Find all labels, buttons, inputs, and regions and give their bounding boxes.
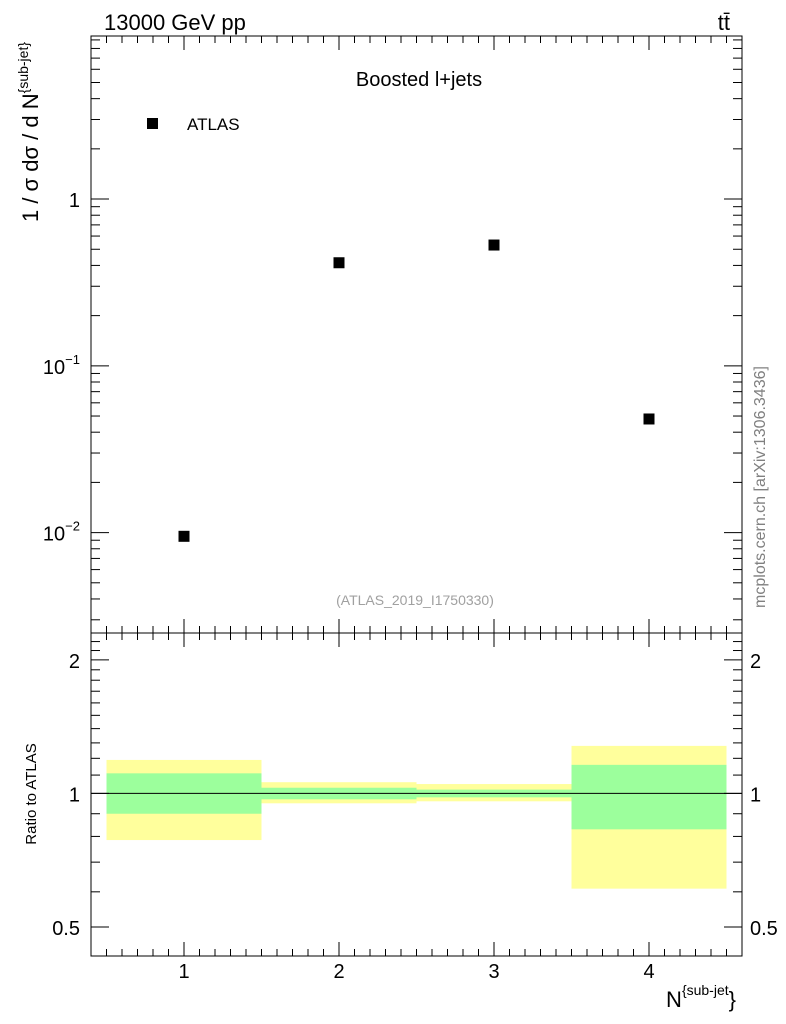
- y-tick-label-right: 2: [750, 651, 761, 673]
- ratio-bands: [106, 745, 727, 889]
- data-point: [643, 413, 655, 425]
- data-point: [178, 530, 190, 542]
- y-tick-label: 1: [69, 190, 80, 212]
- data-point: [488, 239, 500, 251]
- data-point: [333, 257, 345, 269]
- ratio-panel: 1 2 3 4 0.5 0.5 1 1 2 2 Ratio to ATLAS N{sub-jet…: [23, 632, 778, 1012]
- ratio-x-ticks: 1 2 3 4: [106, 633, 727, 983]
- analysis-id: (ATLAS_2019_I1750330): [336, 592, 494, 608]
- ratio-y-ticks: 0.5 0.5 1 1 2 2: [52, 641, 778, 940]
- main-panel: 10−2 10−1 1 Boosted l+jets ATLAS (ATLAS_20…: [15, 35, 743, 634]
- ratio-y-label: Ratio to ATLAS: [23, 743, 40, 844]
- energy-label: 13000 GeV pp: [104, 10, 246, 35]
- y-tick-label-right: 0.5: [750, 918, 778, 940]
- y-tick-label-right: 1: [750, 784, 761, 806]
- y-tick-label: 2: [69, 651, 80, 673]
- plot-title: Boosted l+jets: [356, 69, 482, 91]
- x-tick-label: 1: [178, 961, 189, 983]
- x-tick-label: 3: [488, 961, 499, 983]
- data-points: [178, 239, 655, 542]
- side-label: mcplots.cern.ch [arXiv:1306.3436]: [752, 366, 769, 608]
- y-tick-label: 1: [69, 784, 80, 806]
- main-x-ticks: [106, 36, 727, 633]
- process-label: tt̄: [718, 10, 730, 35]
- y-tick-label: 10−1: [43, 352, 80, 379]
- y-tick-label: 10−2: [43, 519, 80, 546]
- x-tick-label: 2: [333, 961, 344, 983]
- legend-label: ATLAS: [187, 115, 240, 134]
- main-y-ticks: 10−2 10−1 1: [43, 39, 742, 621]
- y-tick-label: 0.5: [52, 918, 80, 940]
- x-tick-label: 4: [643, 961, 654, 983]
- inner-band: [571, 764, 727, 830]
- legend-marker: [147, 118, 158, 129]
- x-axis-label: N{sub-jet}: [666, 982, 736, 1012]
- legend: ATLAS: [147, 115, 240, 134]
- main-y-label: 1 / σ dσ / d N{sub-jet}: [15, 42, 43, 222]
